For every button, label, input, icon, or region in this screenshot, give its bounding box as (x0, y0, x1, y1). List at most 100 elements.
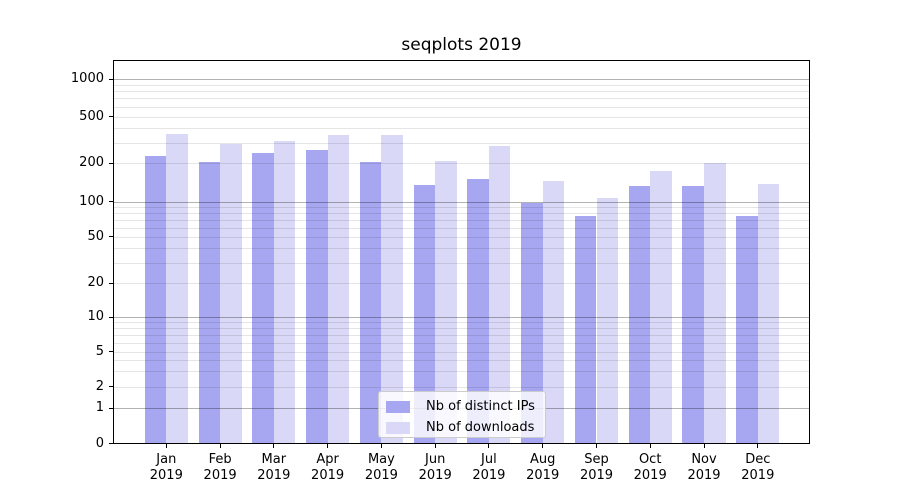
bar-downloads-sep (596, 198, 619, 443)
gridline-y-4 (114, 360, 809, 362)
gridline-y-800 (114, 91, 809, 93)
bar-downloads-jan (166, 133, 188, 443)
bar-distinct-ips-feb (198, 161, 221, 443)
legend-label-distinct-ips: Nb of distinct IPs (426, 399, 535, 414)
bar-downloads-mar (273, 140, 296, 443)
legend-label-downloads: Nb of downloads (426, 420, 535, 435)
y-tick-label-10: 10 (87, 309, 104, 324)
bar-downloads-feb (220, 143, 242, 443)
x-tick-label-apr: Apr 2019 (311, 452, 345, 483)
legend-swatch-downloads (386, 421, 410, 434)
y-tick-label-50: 50 (87, 228, 104, 244)
gridline-y-10 (114, 317, 809, 318)
gridline-y-200 (114, 163, 809, 165)
x-tick-mark-jan (165, 444, 167, 448)
bar-downloads-jun (435, 160, 457, 443)
gridline-y-40 (114, 248, 809, 249)
x-tick-label-sep: Sep 2019 (579, 452, 614, 483)
x-tick-label-jun: Jun 2019 (418, 452, 452, 483)
bar-distinct-ips-nov (682, 186, 704, 443)
bar-distinct-ips-apr (306, 150, 328, 443)
bar-distinct-ips-mar (252, 152, 274, 443)
bar-distinct-ips-jul (467, 178, 489, 443)
y-tick-label-200: 200 (79, 155, 104, 171)
gridline-y-5 (114, 351, 809, 353)
x-tick-mark-may (380, 444, 382, 448)
x-tick-label-dec: Dec 2019 (741, 452, 775, 483)
gridline-y-6 (114, 342, 809, 344)
gridline-y-50 (114, 236, 809, 238)
bar-distinct-ips-aug (521, 203, 543, 443)
gridline-y-8 (114, 328, 809, 330)
plot-area: Nb of distinct IPs Nb of downloads (113, 60, 810, 444)
y-tick-mark-20 (109, 282, 113, 284)
bar-downloads-aug (542, 180, 565, 443)
grid-layer (114, 61, 809, 443)
bar-downloads-nov (704, 162, 726, 443)
x-tick-mark-apr (327, 444, 329, 448)
bar-downloads-dec (757, 183, 780, 443)
gridline-y-400 (114, 128, 809, 129)
gridline-y-900 (114, 84, 809, 86)
x-tick-label-nov: Nov 2019 (687, 452, 721, 483)
y-tick-label-5: 5 (95, 343, 104, 359)
gridline-y-600 (114, 106, 809, 108)
bar-distinct-ips-oct (628, 186, 651, 443)
x-tick-mark-jun (434, 444, 436, 448)
y-tick-label-2: 2 (95, 378, 104, 394)
bar-distinct-ips-jun (413, 185, 436, 443)
x-tick-label-jan: Jan 2019 (149, 452, 183, 483)
y-tick-mark-10 (109, 316, 113, 318)
bar-downloads-apr (327, 134, 350, 443)
x-tick-mark-feb (219, 444, 221, 448)
gridline-y-70 (114, 219, 809, 221)
x-tick-label-aug: Aug 2019 (526, 452, 560, 483)
x-tick-mark-mar (273, 444, 275, 448)
gridline-y-90 (114, 207, 809, 208)
y-tick-label-100: 100 (79, 193, 104, 209)
bar-distinct-ips-may (359, 162, 382, 443)
x-tick-label-may: May 2019 (364, 452, 398, 483)
gridline-y-7 (114, 334, 809, 336)
legend: Nb of distinct IPs Nb of downloads (378, 391, 546, 438)
y-tick-mark-200 (109, 162, 113, 164)
y-tick-mark-500 (109, 116, 113, 118)
legend-item-distinct-ips: Nb of distinct IPs (379, 396, 545, 417)
bars-layer (114, 61, 809, 443)
y-tick-mark-1 (109, 407, 113, 409)
y-tick-mark-1000 (109, 78, 113, 80)
gridline-y-500 (114, 116, 809, 118)
x-tick-mark-nov (703, 444, 705, 448)
gridline-y-60 (114, 227, 809, 229)
y-tick-mark-2 (109, 386, 113, 388)
gridline-y-700 (114, 98, 809, 100)
x-tick-mark-aug (542, 444, 544, 448)
x-tick-label-feb: Feb 2019 (203, 452, 237, 483)
gridline-y-100 (114, 201, 809, 203)
bar-distinct-ips-sep (574, 216, 597, 443)
gridline-y-9 (114, 322, 809, 324)
bar-downloads-oct (650, 170, 672, 443)
y-tick-mark-100 (109, 201, 113, 203)
gridline-y-80 (114, 213, 809, 214)
x-tick-mark-dec (757, 444, 759, 448)
chart-title: seqplots 2019 (401, 35, 522, 55)
y-tick-label-500: 500 (79, 108, 104, 124)
gridline-y-2 (114, 386, 809, 388)
gridline-y-20 (114, 283, 809, 284)
bar-downloads-jul (488, 146, 511, 443)
y-tick-mark-50 (109, 236, 113, 238)
x-tick-label-mar: Mar 2019 (257, 452, 291, 483)
y-tick-mark-0 (109, 443, 113, 444)
y-tick-label-1000: 1000 (70, 71, 104, 86)
y-tick-mark-5 (109, 351, 113, 353)
x-tick-label-oct: Oct 2019 (633, 452, 667, 483)
x-tick-label-jul: Jul 2019 (472, 452, 506, 483)
y-tick-label-20: 20 (87, 275, 104, 290)
legend-swatch-distinct-ips (386, 400, 410, 413)
x-tick-mark-sep (596, 444, 597, 448)
x-tick-mark-oct (649, 444, 651, 448)
